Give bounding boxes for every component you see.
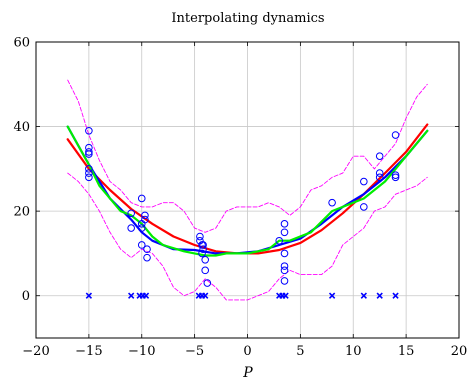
grid <box>35 41 460 338</box>
y-tick-label: 0 <box>22 289 30 304</box>
data-point-circle <box>201 255 209 264</box>
data-point-circle <box>143 253 151 262</box>
data-point-circle <box>85 148 93 156</box>
data-point-circle <box>201 266 209 275</box>
data-point-circle <box>375 173 384 182</box>
data-point-circle <box>141 215 149 224</box>
data-point-circle <box>275 236 284 245</box>
data-point-circle <box>85 169 93 177</box>
data-point-circle <box>360 203 368 211</box>
data-point-circle <box>141 211 149 220</box>
ticks: −20 −15 −10 −5 0 5 10 15 20 0 20 40 60 <box>13 36 467 360</box>
data-point-circle <box>280 266 289 275</box>
sample-cross-marker <box>328 292 336 299</box>
y-tick-label: 20 <box>13 205 30 220</box>
data-point-circle <box>196 232 204 241</box>
data-point-circle <box>328 198 336 207</box>
series-layer <box>66 79 429 301</box>
x-axis-label: P <box>242 365 253 381</box>
data-point-circle <box>85 165 93 173</box>
data-point-circle <box>391 131 400 139</box>
x-tick-label: −15 <box>75 344 102 359</box>
sample-cross-marker <box>282 292 289 299</box>
data-point-circle <box>127 209 135 218</box>
x-tick-label: 0 <box>243 344 251 359</box>
sample-cross-marker <box>202 292 209 299</box>
x-tick-label: 15 <box>398 344 415 359</box>
y-tick-label: 40 <box>13 120 30 135</box>
sample-cross-marker <box>376 292 383 299</box>
data-point-circle <box>85 127 93 135</box>
sample-cross-marker <box>85 292 93 299</box>
sample-cross-marker <box>392 292 399 299</box>
sample-cross-marker <box>128 292 135 299</box>
data-point-circle <box>280 220 289 228</box>
x-tick-label: 5 <box>296 344 304 359</box>
data-point-circle <box>375 152 384 160</box>
x-tick-label: −20 <box>22 344 49 359</box>
data-point-circle <box>280 277 289 285</box>
x-tick-label: 10 <box>345 344 362 359</box>
y-tick-label: 60 <box>13 36 30 51</box>
data-point-circle <box>137 241 146 249</box>
x-tick-label: −10 <box>128 344 155 359</box>
sample-cross-marker <box>360 292 367 299</box>
x-tick-label: 20 <box>451 344 468 359</box>
data-point-circle <box>199 241 207 249</box>
x-tick-label: −5 <box>185 344 204 359</box>
data-point-circle <box>198 249 206 258</box>
data-point-circle <box>360 177 368 186</box>
data-point-circle <box>280 228 289 237</box>
data-point-circle <box>143 245 151 253</box>
data-point-circle <box>280 249 289 258</box>
data-point-circle <box>199 245 207 253</box>
data-point-circle <box>85 150 93 158</box>
series-line <box>66 125 429 257</box>
chart-title: Interpolating dynamics <box>171 11 324 26</box>
confidence-band-line <box>67 79 428 233</box>
data-point-circle <box>391 173 400 182</box>
data-point-circle <box>203 279 212 287</box>
sample-cross-marker <box>142 292 150 299</box>
data-point-circle <box>280 262 289 270</box>
data-point-circle <box>127 224 135 232</box>
data-point-circle <box>85 173 93 182</box>
data-point-circle <box>391 171 400 179</box>
data-point-circle <box>137 224 146 232</box>
data-point-circle <box>375 169 384 177</box>
data-point-circle <box>137 194 146 203</box>
confidence-band-line <box>67 172 428 301</box>
